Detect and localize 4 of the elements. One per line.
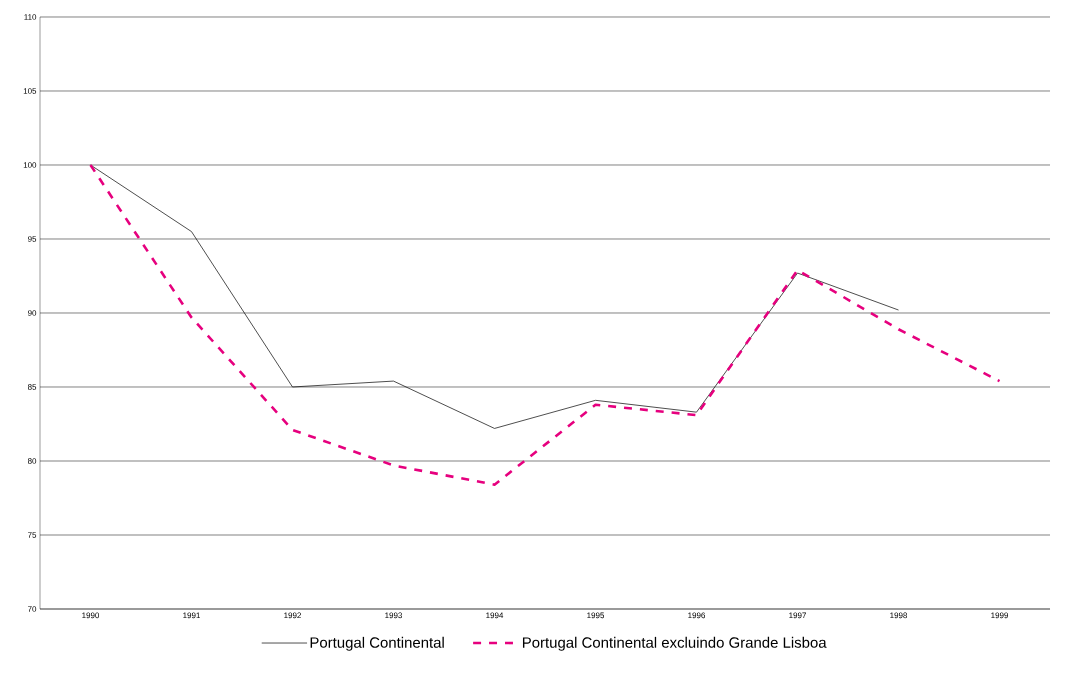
line-series — [89, 163, 1001, 486]
line-series — [90, 164, 899, 429]
legend-label: Portugal Continental — [310, 636, 444, 651]
legend-label: Portugal Continental excluindo Grande Lisboa — [522, 636, 827, 651]
